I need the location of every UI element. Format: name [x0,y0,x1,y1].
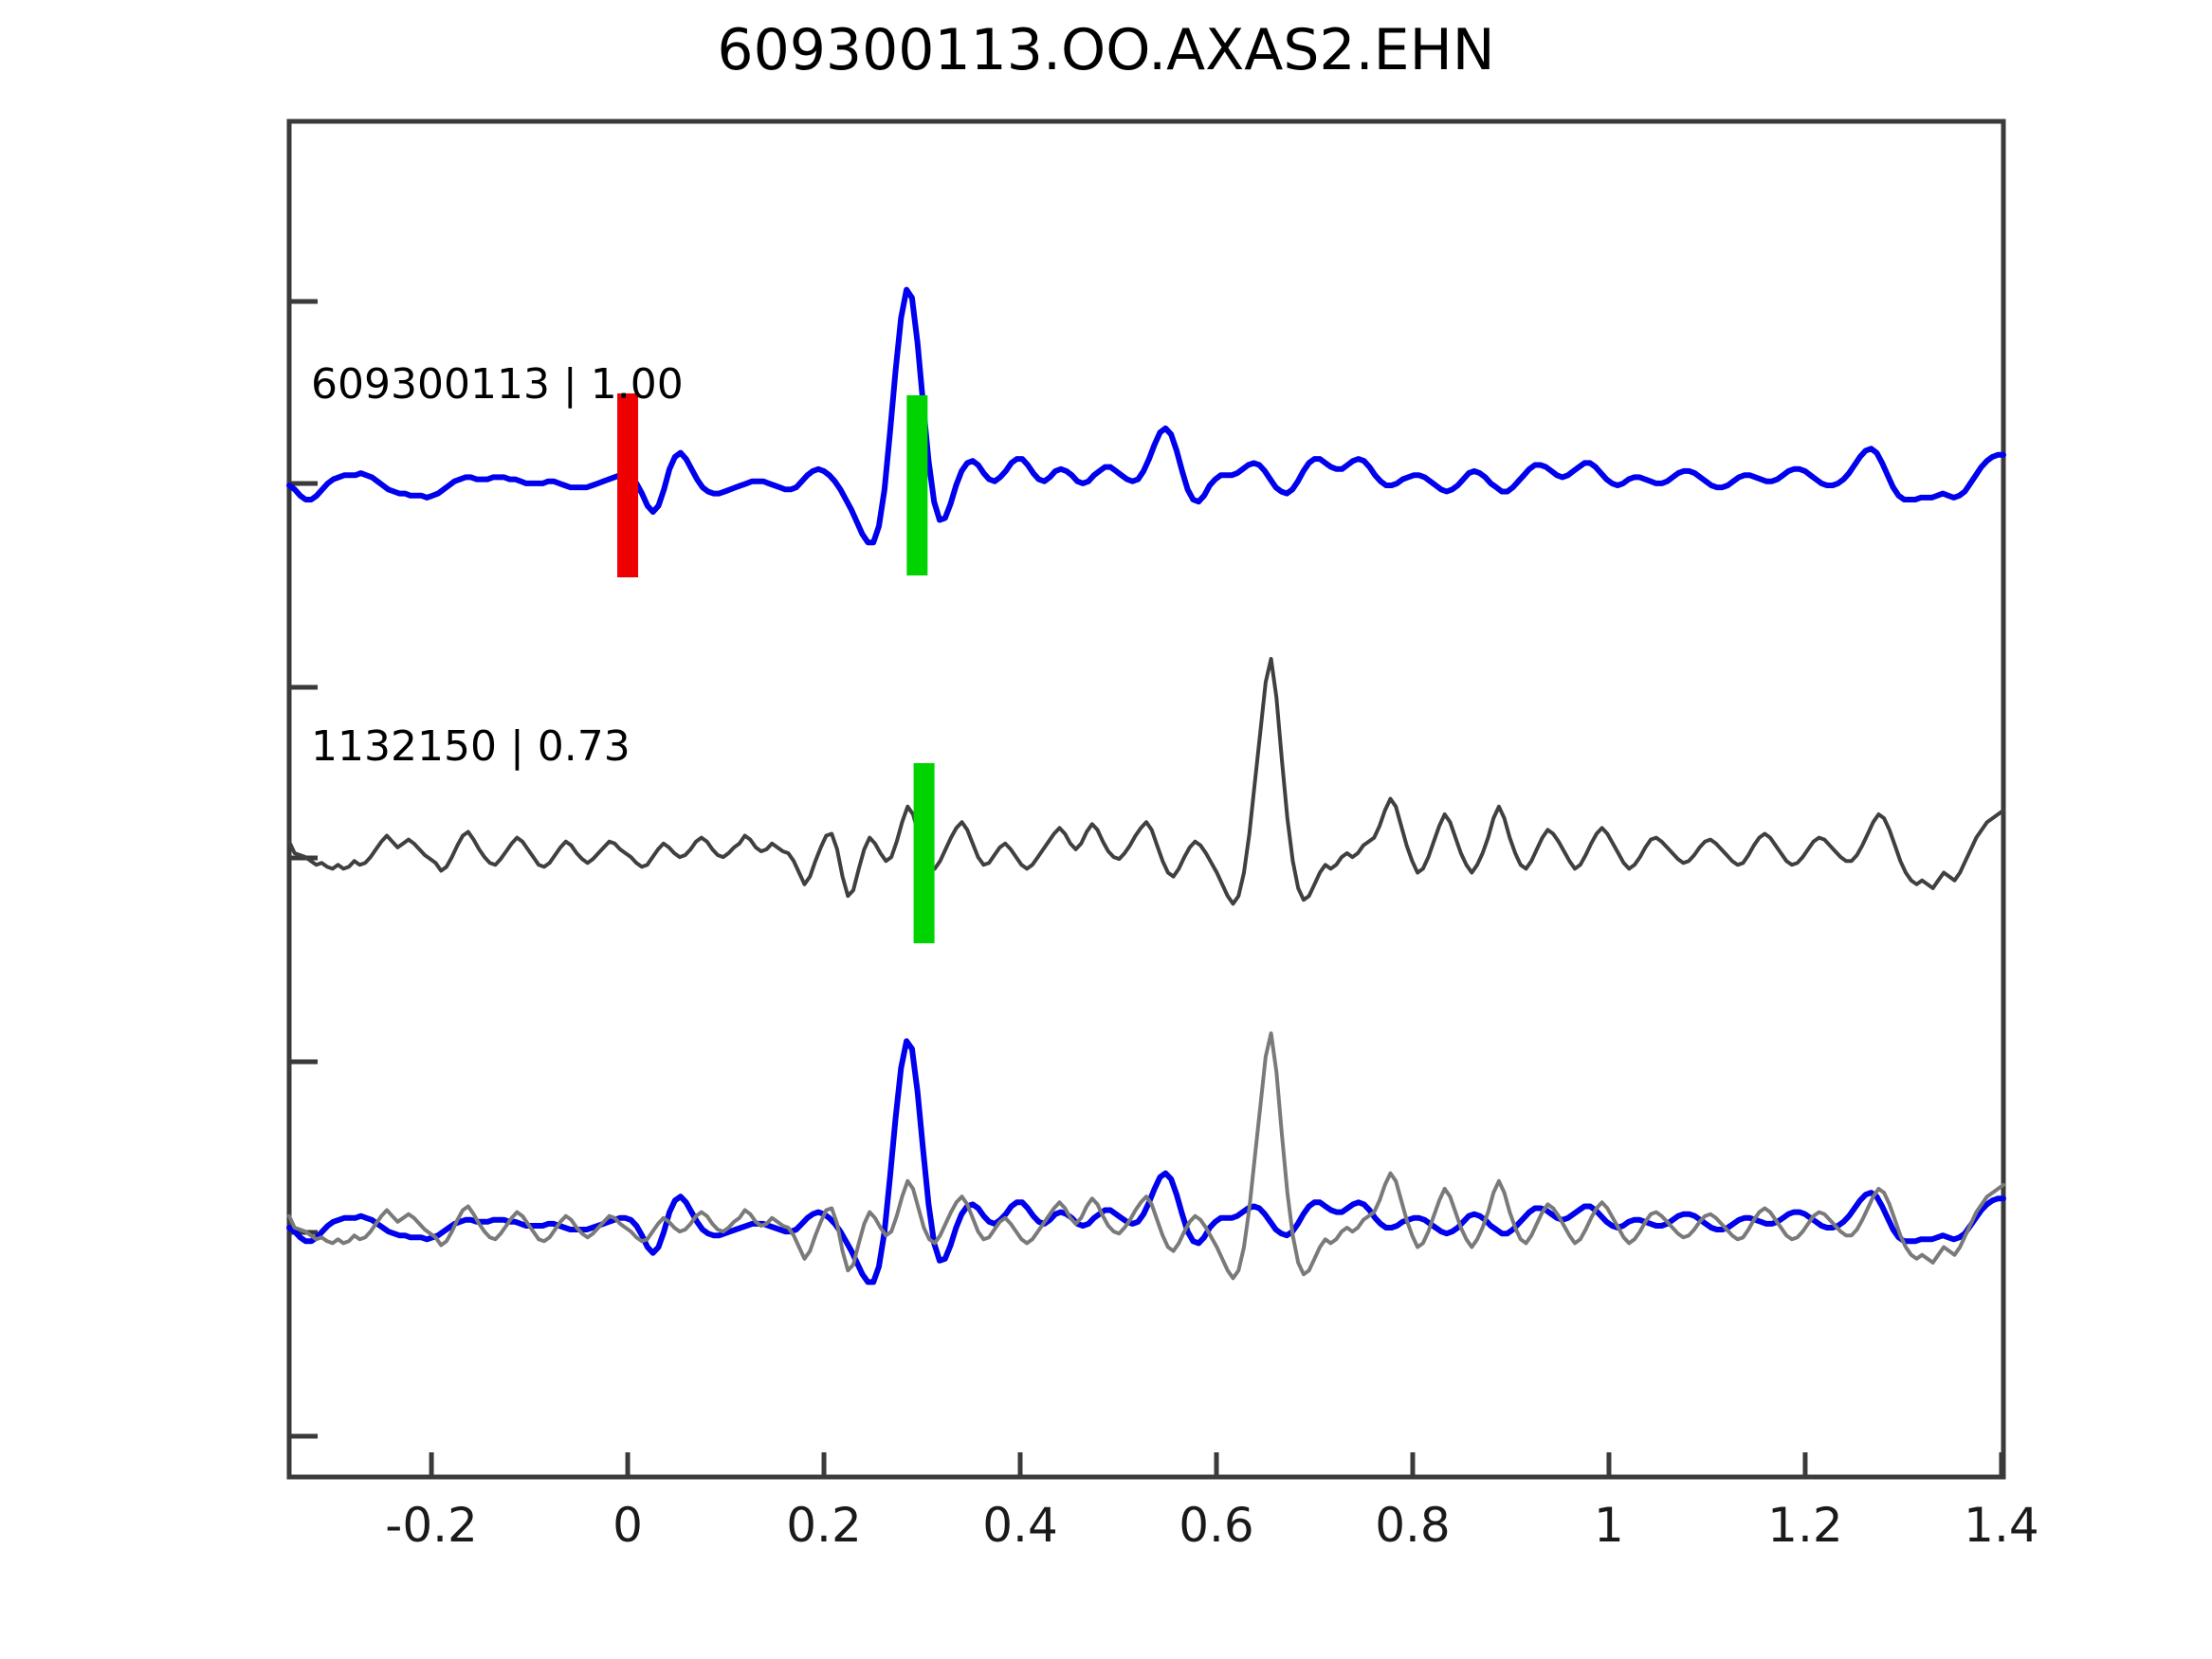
trace-label-template: 609300113 | 1.00 [311,360,684,409]
y-axis-ticks [289,299,318,1439]
x-tick-label: 0 [612,1498,643,1553]
x-tick-label: 0.4 [982,1498,1058,1553]
x-tick-label: 1.2 [1767,1498,1843,1553]
x-axis-ticks [429,1452,2004,1477]
waveform-609300113 [286,286,2006,546]
x-tick-label: 0.6 [1179,1498,1254,1553]
x-tick-label: 0.8 [1375,1498,1451,1553]
x-tick-label: 0.2 [786,1498,862,1553]
trace-label-detection: 1132150 | 0.73 [311,722,631,771]
pick-marker-group [617,393,935,943]
x-tick-label: -0.2 [385,1498,478,1553]
waveform-1132150-overlay [287,1031,2005,1281]
x-tick-label: 1.4 [1964,1498,2039,1553]
axes-frame [286,118,2006,1480]
page-title: 609300113.OO.AXAS2.EHN [717,17,1495,83]
trace-group [286,286,2006,1285]
x-tick-label: 1 [1594,1498,1624,1553]
waveform-609300113-overlay [286,1038,2006,1285]
waveform-1132150 [287,657,2005,906]
